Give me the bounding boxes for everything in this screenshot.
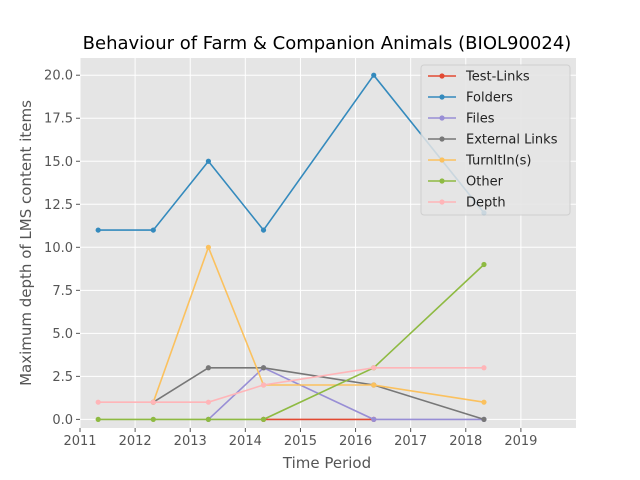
- data-point-other: [150, 416, 156, 422]
- x-tick-label: 2016: [339, 434, 372, 449]
- y-tick-label: 20.0: [44, 69, 73, 84]
- legend-label: Files: [466, 112, 495, 127]
- axis-ticks: 2011 2012 2013 2014 2015 2016 2017 2018 2019 0.0 2…: [44, 69, 537, 449]
- series-line-depth: [98, 366, 484, 404]
- y-tick-label: 17.5: [44, 112, 73, 127]
- legend: Test-Links Folders Files External Links Turn…: [420, 64, 571, 216]
- chart-title: Behaviour of Farm & Companion Animals (B…: [83, 33, 572, 54]
- y-axis-label: Maximum depth of LMS content items: [17, 100, 35, 386]
- data-point-external-links: [260, 365, 267, 371]
- data-point-other: [95, 416, 101, 422]
- data-point-other: [481, 261, 487, 268]
- x-tick-label: 2012: [119, 434, 152, 449]
- series-line-folders: [98, 73, 485, 232]
- legend-marker: [439, 94, 445, 100]
- y-tick-label: 12.5: [44, 198, 73, 213]
- legend-item-turnitin-s: TurnItIn(s): [428, 154, 531, 169]
- data-point-turnitin-s: [481, 399, 487, 405]
- series-line-other: [98, 263, 485, 421]
- data-point-external-links: [481, 416, 487, 422]
- legend-item-test-links: Test-Links: [428, 70, 530, 85]
- data-point-folders: [95, 227, 101, 233]
- y-tick-label: 5.0: [52, 327, 73, 342]
- x-axis-label: Time Period: [282, 454, 371, 472]
- legend-item-files: Files: [428, 112, 495, 127]
- legend-item-depth: Depth: [428, 196, 506, 211]
- legend-marker: [439, 73, 445, 79]
- x-tick-label: 2017: [394, 434, 427, 449]
- x-tick-label: 2014: [229, 434, 262, 449]
- data-point-turnitin-s: [371, 382, 377, 388]
- data-point-depth: [150, 399, 156, 405]
- y-tick-label: 7.5: [52, 284, 73, 299]
- legend-item-other: Other: [428, 175, 504, 190]
- legend-marker: [439, 115, 445, 121]
- x-tick-label: 2011: [63, 434, 96, 449]
- data-point-depth: [371, 365, 377, 371]
- y-tick-label: 2.5: [52, 370, 73, 385]
- legend-label: TurnItIn(s): [465, 154, 531, 169]
- data-point-folders: [260, 227, 267, 233]
- y-tick-label: 10.0: [44, 241, 73, 256]
- series-depth: [95, 365, 487, 405]
- data-point-turnitin-s: [205, 244, 212, 250]
- legend-item-external-links: External Links: [428, 133, 558, 148]
- legend-item-folders: Folders: [428, 91, 513, 106]
- series-layer: [95, 72, 487, 422]
- data-point-folders: [150, 227, 156, 233]
- legend-label: External Links: [466, 133, 558, 148]
- legend-label: Test-Links: [465, 70, 530, 85]
- x-tick-label: 2015: [284, 434, 317, 449]
- data-point-depth: [205, 399, 212, 405]
- x-tick-label: 2018: [449, 434, 482, 449]
- data-point-other: [205, 416, 212, 422]
- data-point-depth: [95, 399, 101, 405]
- data-point-folders: [205, 158, 212, 164]
- legend-marker: [439, 136, 445, 142]
- legend-marker: [439, 199, 445, 205]
- data-point-other: [260, 416, 267, 422]
- legend-label: Other: [466, 175, 504, 190]
- data-point-depth: [260, 382, 267, 388]
- data-point-folders: [371, 72, 377, 78]
- legend-marker: [439, 157, 445, 163]
- data-point-files: [371, 416, 377, 422]
- legend-box: [420, 64, 571, 216]
- legend-label: Folders: [466, 91, 513, 106]
- x-tick-label: 2013: [174, 434, 207, 449]
- x-tick-label: 2019: [504, 434, 537, 449]
- y-tick-label: 15.0: [44, 155, 73, 170]
- y-tick-label: 0.0: [52, 413, 73, 428]
- legend-marker: [439, 178, 445, 184]
- data-point-external-links: [205, 365, 212, 371]
- legend-label: Depth: [466, 196, 506, 211]
- data-point-depth: [481, 365, 487, 371]
